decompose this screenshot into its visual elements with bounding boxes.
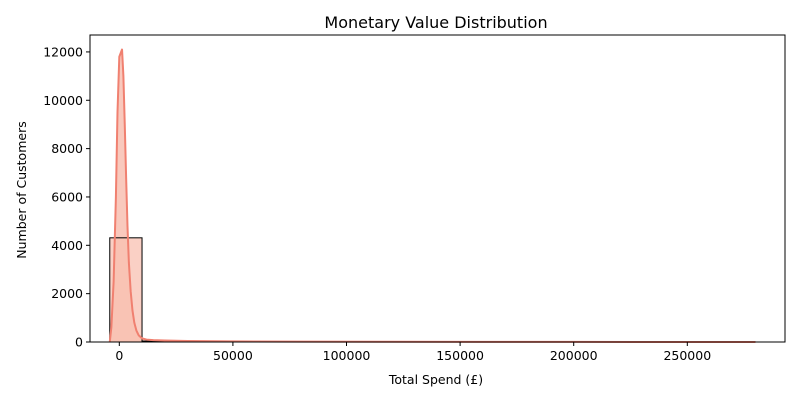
x-tick-label: 50000 (213, 348, 253, 363)
y-tick-label: 2000 (51, 286, 83, 301)
kde-fill-area (109, 49, 756, 342)
y-tick-label: 12000 (43, 44, 83, 59)
kde-line (108, 48, 756, 343)
y-tick-label: 10000 (43, 93, 83, 108)
x-tick-label: 150000 (436, 348, 484, 363)
chart-title: Monetary Value Distribution (324, 13, 547, 32)
y-axis-label: Number of Customers (14, 121, 29, 258)
x-axis-label: Total Spend (£) (388, 372, 483, 387)
x-tick-label: 100000 (323, 348, 371, 363)
y-tick-label: 4000 (51, 238, 83, 253)
x-tick-label: 200000 (550, 348, 598, 363)
y-tick-label: 8000 (51, 141, 83, 156)
x-tick-label: 0 (115, 348, 123, 363)
x-tick-label: 250000 (663, 348, 711, 363)
y-tick-label: 6000 (51, 189, 83, 204)
y-axis-ticks: 0 2000 4000 6000 8000 10000 12000 (43, 44, 90, 350)
axes-frame (89, 34, 786, 343)
plot-area (89, 34, 786, 343)
y-tick-label: 0 (75, 335, 83, 350)
x-axis-ticks: 0 50000 100000 150000 200000 250000 (115, 342, 711, 363)
